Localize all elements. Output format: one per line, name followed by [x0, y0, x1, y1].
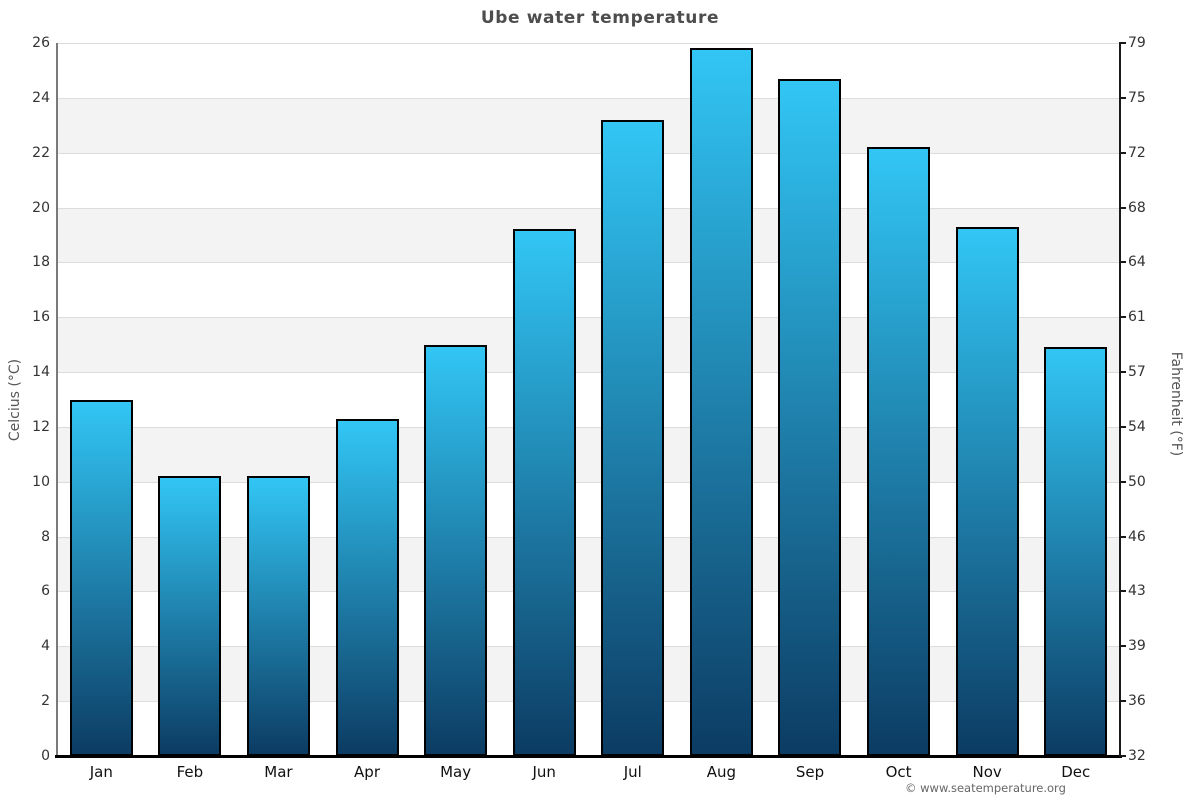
plot-band	[57, 153, 1120, 208]
y-tick-label-celsius-6: 6	[41, 583, 50, 600]
y-tickmark-right	[1119, 316, 1126, 319]
gridline	[57, 152, 1120, 154]
y-tick-label-fahrenheit-75: 75	[1128, 89, 1146, 106]
x-tick-label-jan: Jan	[89, 763, 113, 781]
y-tick-label-celsius-26: 26	[32, 35, 50, 51]
x-tick-label-nov: Nov	[972, 763, 1002, 781]
y-tick-label-celsius-8: 8	[41, 528, 50, 545]
y-tick-label-celsius-4: 4	[41, 638, 50, 655]
x-tick-label-mar: Mar	[264, 763, 293, 781]
y-tick-label-fahrenheit-43: 43	[1128, 583, 1146, 600]
bar-sep[interactable]	[778, 78, 842, 756]
x-tick-label-jun: Jun	[532, 763, 556, 781]
copyright-text: © www.seatemperature.org	[905, 781, 1066, 795]
bar-aug[interactable]	[689, 48, 753, 756]
gridline	[57, 317, 1120, 319]
gridline	[57, 426, 1120, 428]
x-tick-label-dec: Dec	[1061, 763, 1091, 781]
y-axis-line-left	[56, 43, 58, 757]
y-axis-title-celsius: Celcius (°C)	[7, 325, 23, 475]
x-tick-label-apr: Apr	[354, 763, 380, 781]
y-tick-label-celsius-16: 16	[32, 309, 50, 326]
y-tick-label-fahrenheit-79: 79	[1128, 35, 1146, 51]
plot-band	[57, 207, 1120, 263]
y-tickmark-right	[1119, 42, 1126, 44]
bar-jul[interactable]	[601, 119, 665, 756]
y-tickmark-right	[1119, 535, 1126, 538]
y-tickmark-right	[1119, 480, 1126, 483]
y-tick-label-fahrenheit-57: 57	[1128, 364, 1146, 381]
y-tick-label-fahrenheit-61: 61	[1128, 309, 1146, 326]
y-tickmark-right	[1119, 96, 1126, 99]
chart-title: Ube water temperature	[480, 8, 720, 28]
x-tick-label-aug: Aug	[706, 763, 737, 781]
y-tick-label-fahrenheit-32: 32	[1128, 748, 1146, 764]
bar-mar[interactable]	[246, 476, 310, 756]
bar-jan[interactable]	[69, 399, 133, 756]
y-tickmark-right	[1119, 151, 1126, 154]
x-tick-label-may: May	[440, 763, 472, 781]
gridline	[57, 591, 1120, 593]
gridline	[57, 372, 1120, 374]
y-tick-label-celsius-22: 22	[32, 144, 50, 161]
x-tick-label-sep: Sep	[795, 763, 825, 781]
y-tick-label-fahrenheit-72: 72	[1128, 144, 1146, 161]
plot-band	[57, 317, 1120, 373]
plot-area	[57, 43, 1120, 756]
x-axis-line	[55, 755, 1122, 758]
bar-dec[interactable]	[1044, 347, 1108, 756]
x-tick-label-feb: Feb	[176, 763, 204, 781]
y-tickmark-right	[1119, 700, 1126, 703]
gridline	[57, 207, 1120, 209]
y-tickmark-right	[1119, 206, 1126, 209]
gridline	[57, 701, 1120, 703]
y-tick-label-celsius-12: 12	[32, 418, 50, 435]
x-tick-label-oct: Oct	[885, 763, 912, 781]
gridline	[57, 262, 1120, 264]
bar-may[interactable]	[424, 344, 488, 756]
y-tick-label-fahrenheit-50: 50	[1128, 473, 1146, 490]
gridline	[57, 481, 1120, 483]
y-tick-label-celsius-14: 14	[32, 364, 50, 381]
gridline	[57, 646, 1120, 648]
y-tick-label-fahrenheit-36: 36	[1128, 693, 1146, 710]
y-tickmark-right	[1119, 371, 1126, 374]
bar-apr[interactable]	[335, 418, 399, 756]
gridline	[57, 97, 1120, 99]
plot-band	[57, 97, 1120, 153]
y-tickmark-right	[1119, 645, 1126, 648]
y-tick-label-celsius-10: 10	[32, 473, 50, 490]
y-tick-label-fahrenheit-46: 46	[1128, 528, 1146, 545]
y-tickmark-right	[1119, 425, 1126, 428]
y-tick-label-celsius-18: 18	[32, 254, 50, 271]
bar-jun[interactable]	[512, 229, 576, 756]
y-tickmark-right	[1119, 261, 1126, 264]
y-tick-label-celsius-24: 24	[32, 89, 50, 106]
y-tick-label-fahrenheit-39: 39	[1128, 638, 1146, 655]
gridline	[57, 43, 1120, 44]
y-tick-label-fahrenheit-64: 64	[1128, 254, 1146, 271]
y-tick-label-fahrenheit-54: 54	[1128, 418, 1146, 435]
y-tick-label-celsius-0: 0	[41, 748, 50, 764]
y-tick-label-fahrenheit-68: 68	[1128, 199, 1146, 216]
y-tickmark-right	[1119, 755, 1126, 757]
plot-band	[57, 646, 1120, 702]
x-tick-label-jul: Jul	[623, 763, 642, 781]
bar-feb[interactable]	[158, 476, 222, 756]
y-axis-title-fahrenheit: Fahrenheit (°F)	[1168, 329, 1184, 479]
plot-band	[57, 43, 1120, 98]
gridline	[57, 536, 1120, 538]
plot-band	[57, 426, 1120, 482]
bar-oct[interactable]	[867, 147, 931, 756]
bar-nov[interactable]	[955, 226, 1019, 756]
y-tickmark-right	[1119, 590, 1126, 593]
y-tick-label-celsius-2: 2	[41, 693, 50, 710]
y-axis-line-right	[1119, 43, 1121, 757]
y-tick-label-celsius-20: 20	[32, 199, 50, 216]
plot-band	[57, 536, 1120, 592]
